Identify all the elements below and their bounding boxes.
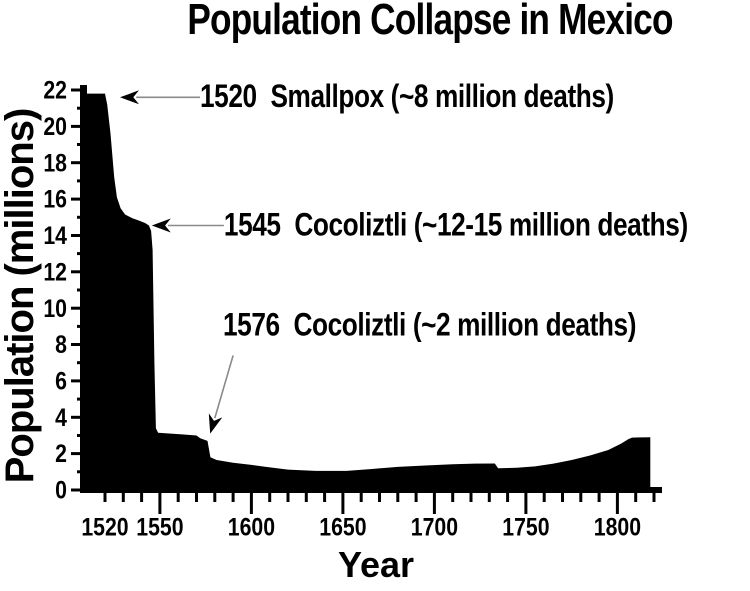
annotation-arrowhead-icon — [151, 218, 171, 233]
y-tick-label: 18 — [43, 149, 67, 177]
y-tick-label: 10 — [43, 294, 67, 322]
x-tick-label: 1750 — [502, 513, 549, 541]
y-tick-label: 12 — [43, 258, 67, 286]
y-tick-label: 4 — [55, 403, 67, 431]
x-tick-label: 1550 — [136, 513, 183, 541]
annotation-label: 1545 Cocoliztli (~12-15 million deaths) — [224, 208, 688, 243]
y-tick-label: 14 — [43, 221, 67, 249]
y-tick-label: 8 — [55, 330, 67, 358]
annotation-arrowhead-icon — [208, 413, 223, 434]
x-axis-line — [80, 487, 662, 493]
x-tick-label: 1800 — [594, 513, 641, 541]
y-tick-label: 22 — [43, 76, 67, 104]
y-tick-label: 6 — [55, 367, 67, 395]
x-axis-title: Year — [337, 544, 415, 585]
annotation-label: 1520 Smallpox (~8 million deaths) — [200, 80, 614, 115]
annotation-label: 1576 Cocoliztli (~2 million deaths) — [223, 308, 636, 343]
y-axis-title: Population (millions) — [0, 108, 42, 484]
y-tick-label: 20 — [43, 112, 67, 140]
y-tick-label: 0 — [55, 476, 67, 504]
annotation-arrowhead-icon — [120, 90, 139, 105]
chart-title: Population Collapse in Mexico — [187, 0, 673, 44]
y-tick-label: 2 — [55, 440, 67, 468]
annotation-arrow-line — [214, 355, 234, 419]
x-tick-label: 1700 — [411, 513, 458, 541]
y-tick-label: 16 — [43, 185, 67, 213]
population-area-series — [86, 93, 651, 492]
x-tick-label: 1520 — [81, 513, 128, 541]
x-tick-label: 1650 — [319, 513, 366, 541]
x-tick-label: 1600 — [228, 513, 275, 541]
